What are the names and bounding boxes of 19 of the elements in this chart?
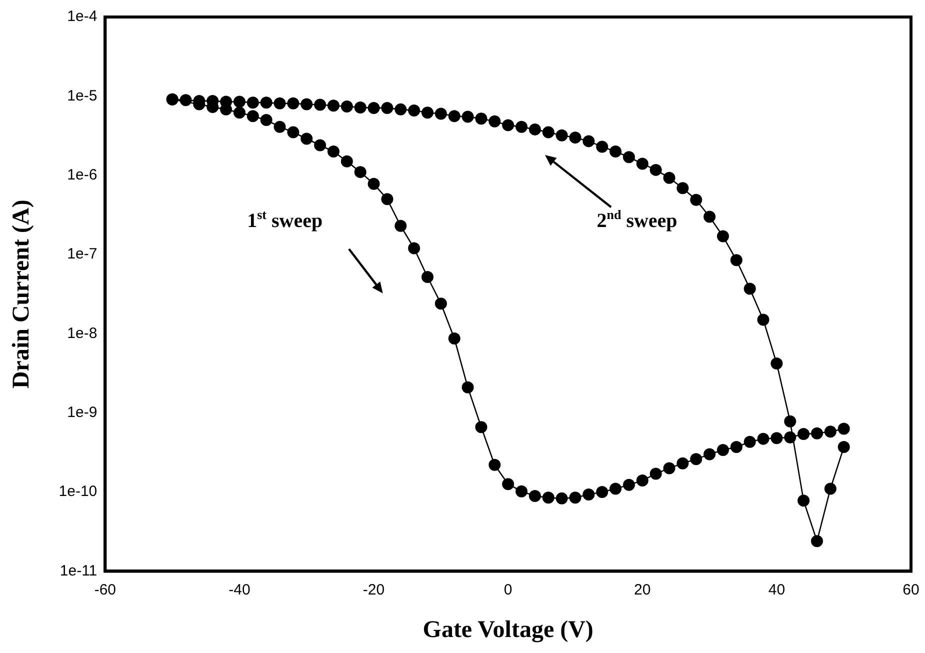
annotation: 2$^{nd}$ sweep [596,208,678,234]
x-axis-title: Gate Voltage (V) [422,616,594,643]
y-tick-label: 1e-8 [67,324,98,342]
y-tick-label: 1e-6 [67,166,98,184]
x-tick-label: -60 [94,581,116,598]
x-tick-label: 40 [768,581,786,598]
x-tick-label: 0 [504,581,512,598]
x-tick-label: 20 [634,581,651,598]
y-axis-title: Drain Current (A) [8,200,35,389]
annotation: 1$^{st}$ sweep [247,208,323,234]
x-tick-label: -20 [362,581,385,598]
x-tick-label: 60 [902,581,920,598]
y-tick-label: 1e-4 [67,8,98,26]
y-tick-label: 1e-9 [67,404,98,421]
y-tick-label: 1e-10 [58,483,98,500]
x-tick-label: -40 [228,581,250,598]
y-tick-label: 1e-7 [67,246,98,263]
y-tick-label: 1e-11 [60,562,98,580]
y-tick-label: 1e-5 [67,87,98,104]
